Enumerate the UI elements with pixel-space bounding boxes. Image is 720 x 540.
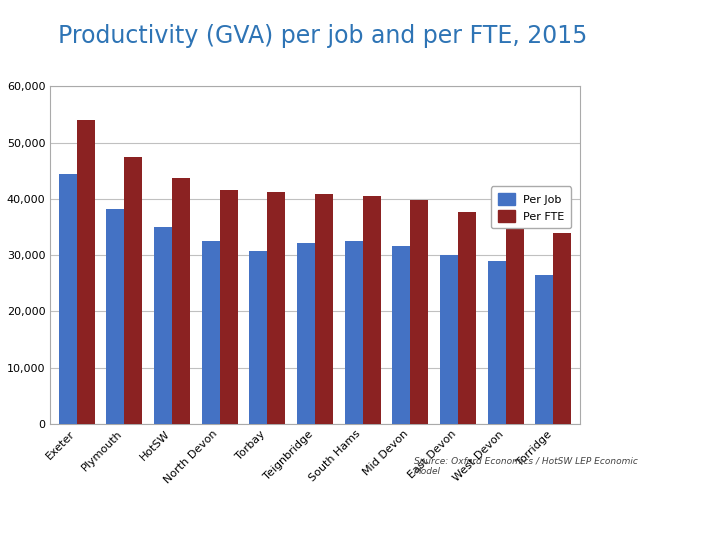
- Text: Productivity (GVA) per job and per FTE, 2015: Productivity (GVA) per job and per FTE, …: [58, 24, 587, 48]
- Bar: [58, 173, 76, 424]
- Bar: [392, 246, 410, 424]
- Bar: [535, 275, 554, 424]
- Text: www.exeter.ac.uk: www.exeter.ac.uk: [79, 504, 215, 519]
- Bar: [554, 233, 572, 424]
- Bar: [154, 227, 172, 424]
- Bar: [172, 178, 190, 424]
- Bar: [297, 243, 315, 424]
- Bar: [249, 251, 267, 424]
- Bar: [220, 191, 238, 424]
- Bar: [440, 255, 458, 424]
- Bar: [125, 157, 143, 424]
- Text: Source: Oxford Economics / HotSW LEP Economic
Model: Source: Oxford Economics / HotSW LEP Eco…: [414, 456, 638, 476]
- Bar: [315, 194, 333, 424]
- Legend: Per Job, Per FTE: Per Job, Per FTE: [491, 186, 572, 228]
- Bar: [267, 192, 285, 424]
- Bar: [487, 261, 505, 424]
- Bar: [202, 241, 220, 424]
- Bar: [345, 241, 363, 424]
- Bar: [363, 195, 381, 424]
- Bar: [458, 212, 476, 424]
- Bar: [76, 120, 95, 424]
- Bar: [106, 209, 125, 424]
- Bar: [410, 200, 428, 424]
- Bar: [505, 218, 524, 424]
